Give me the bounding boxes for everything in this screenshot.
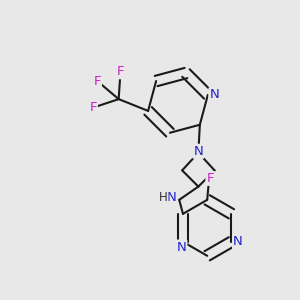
Text: F: F	[93, 75, 101, 88]
Text: N: N	[167, 191, 177, 204]
Text: F: F	[206, 172, 214, 185]
Text: N: N	[209, 88, 219, 101]
Text: N: N	[177, 241, 186, 254]
Text: F: F	[89, 101, 97, 114]
Text: H: H	[159, 191, 167, 204]
Text: N: N	[194, 145, 203, 158]
Text: F: F	[116, 65, 124, 78]
Text: N: N	[233, 235, 243, 248]
